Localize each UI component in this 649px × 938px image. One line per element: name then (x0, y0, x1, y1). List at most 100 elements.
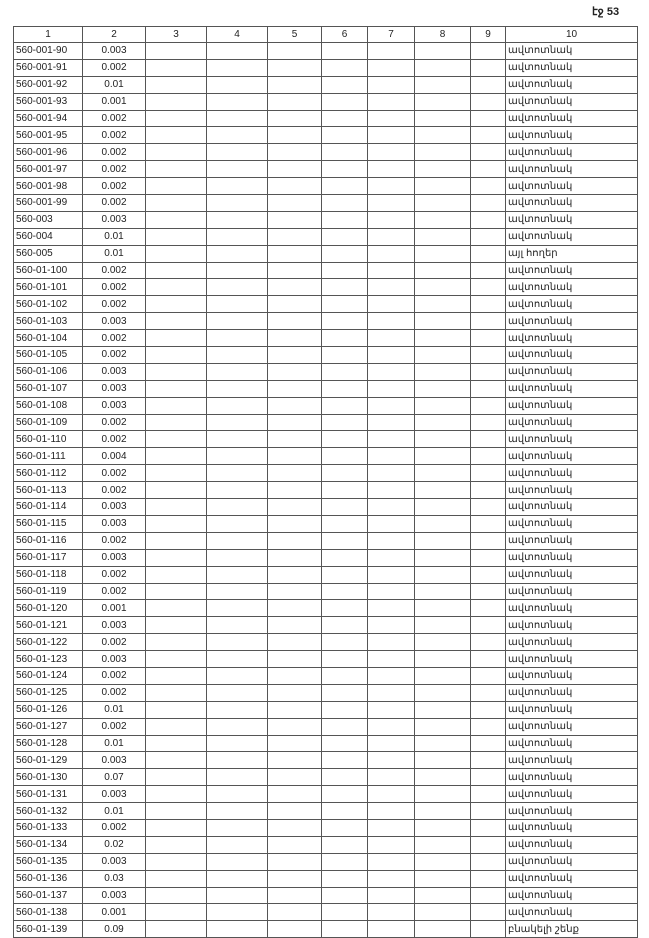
table-row: 560-01-118 0.002 ավտոտնակ (13, 565, 638, 584)
empty-cell (414, 683, 471, 702)
table-row: 560-01-113 0.002 ավտոտնակ (13, 481, 638, 500)
empty-cell (470, 852, 506, 871)
empty-cell (367, 734, 415, 753)
empty-cell (267, 683, 322, 702)
empty-cell (414, 379, 471, 398)
empty-cell (414, 835, 471, 854)
empty-cell (414, 312, 471, 331)
empty-cell (367, 464, 415, 483)
empty-cell (206, 785, 268, 804)
empty-cell (470, 481, 506, 500)
empty-cell (367, 244, 415, 263)
empty-cell (367, 126, 415, 145)
land-use: ավտոտնակ (505, 295, 638, 314)
empty-cell (267, 886, 322, 905)
empty-cell (267, 143, 322, 162)
empty-cell (414, 768, 471, 787)
land-use: ավտոտնակ (505, 599, 638, 618)
table-row: 560-005 0.01 այլ հողեր (13, 244, 638, 263)
empty-cell (145, 700, 207, 719)
empty-cell (145, 531, 207, 550)
empty-cell (414, 210, 471, 229)
empty-cell (267, 531, 322, 550)
empty-cell (367, 818, 415, 837)
empty-cell (321, 582, 368, 601)
parcel-code: 560-001-92 (13, 75, 83, 94)
empty-cell (321, 379, 368, 398)
empty-cell (470, 734, 506, 753)
empty-cell (414, 903, 471, 922)
empty-cell (414, 464, 471, 483)
parcel-code: 560-004 (13, 227, 83, 246)
empty-cell (145, 751, 207, 770)
empty-cell (267, 278, 322, 297)
empty-cell (145, 430, 207, 449)
area-value: 0.003 (82, 42, 146, 60)
empty-cell (145, 717, 207, 736)
empty-cell (367, 768, 415, 787)
empty-cell (267, 599, 322, 618)
table-row: 560-01-135 0.003 ավտոտնակ (13, 852, 638, 871)
parcel-code: 560-001-90 (13, 42, 83, 60)
column-header: 8 (414, 26, 471, 43)
empty-cell (414, 599, 471, 618)
land-use: ավտոտնակ (505, 565, 638, 584)
empty-cell (414, 413, 471, 432)
empty-cell (145, 143, 207, 162)
empty-cell (206, 768, 268, 787)
empty-cell (470, 582, 506, 601)
empty-cell (267, 177, 322, 196)
empty-cell (414, 565, 471, 584)
table-row: 560-003 0.003 ավտոտնակ (13, 210, 638, 229)
empty-cell (470, 92, 506, 111)
empty-cell (414, 58, 471, 77)
empty-cell (206, 565, 268, 584)
empty-cell (206, 886, 268, 905)
parcel-code: 560-01-138 (13, 903, 83, 922)
empty-cell (367, 869, 415, 888)
empty-cell (206, 329, 268, 348)
empty-cell (367, 278, 415, 297)
empty-cell (470, 42, 506, 60)
land-use: ավտոտնակ (505, 616, 638, 635)
empty-cell (267, 514, 322, 533)
empty-cell (145, 802, 207, 820)
empty-cell (206, 920, 268, 938)
empty-cell (367, 143, 415, 162)
empty-cell (414, 92, 471, 111)
empty-cell (367, 75, 415, 94)
empty-cell (321, 599, 368, 618)
empty-cell (414, 278, 471, 297)
table-row: 560-01-102 0.002 ավտոտնակ (13, 295, 638, 314)
empty-cell (321, 227, 368, 246)
empty-cell (367, 413, 415, 432)
empty-cell (145, 244, 207, 263)
empty-cell (414, 886, 471, 905)
empty-cell (145, 42, 207, 60)
empty-cell (321, 109, 368, 128)
empty-cell (206, 346, 268, 364)
table-row: 560-01-126 0.01 ավտոտնակ (13, 700, 638, 719)
empty-cell (145, 177, 207, 196)
empty-cell (367, 852, 415, 871)
empty-cell (145, 565, 207, 584)
land-use: ավտոտնակ (505, 261, 638, 280)
area-value: 0.003 (82, 751, 146, 770)
empty-cell (145, 312, 207, 331)
parcel-code: 560-01-116 (13, 531, 83, 550)
empty-cell (267, 362, 322, 381)
land-use: ավտոտնակ (505, 177, 638, 196)
empty-cell (470, 886, 506, 905)
table-row: 560-01-127 0.002 ավտոտնակ (13, 717, 638, 736)
empty-cell (267, 920, 322, 938)
empty-cell (206, 869, 268, 888)
empty-cell (367, 582, 415, 601)
land-use: ավտոտնակ (505, 734, 638, 753)
empty-cell (267, 227, 322, 246)
area-value: 0.01 (82, 734, 146, 753)
table-row: 560-001-94 0.002 ավտոտնակ (13, 109, 638, 128)
empty-cell (321, 903, 368, 922)
empty-cell (267, 126, 322, 145)
area-value: 0.002 (82, 329, 146, 348)
empty-cell (470, 514, 506, 533)
